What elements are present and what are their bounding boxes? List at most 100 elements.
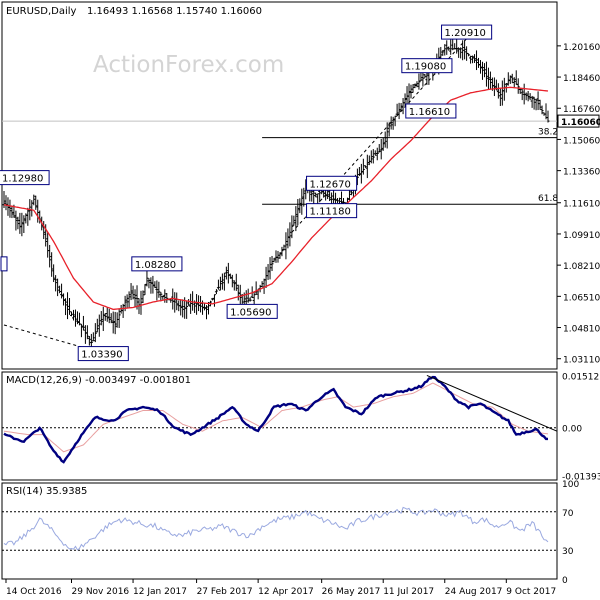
ohlc-bar [467,53,471,57]
ohlc-bar [163,289,167,303]
ohlc-bar [73,309,77,327]
ohlc-bar [411,84,415,93]
ohlc-bar [6,197,10,216]
ohlc-bar [212,294,216,307]
ohlc-bar [369,150,373,164]
symbol-label: EURUSD,Daily [6,6,77,17]
ohlc-bar [226,262,230,284]
fib-level-label: 38.2 [538,128,558,138]
ohlc-bar [296,198,300,226]
ohlc-bar [357,167,361,176]
ohlc-bar [475,50,479,71]
ohlc-bar [20,212,24,237]
ohlc-bar [486,67,490,90]
ohlc-bar [316,193,320,204]
ohlc-bar [131,285,135,300]
ohlc-bar [260,281,264,288]
time-axis-label: 24 Aug 2017 [445,587,503,597]
ohlc-bar [302,187,306,207]
ohlc-bar [181,299,185,318]
ohlc-bar [508,75,512,84]
price-annotation: 1.11180 [306,203,358,219]
ohlc-bar [135,285,139,310]
time-axis-label: 9 Oct 2017 [506,587,556,597]
ohlc-bar [385,122,389,149]
price-annotation: 1.08280 [131,256,183,272]
ohlc-bar [371,149,375,164]
ohlc-bar [375,147,379,161]
time-axis-label: 12 Jan 2017 [133,587,187,597]
ohlc-bar [336,198,340,204]
price-annotation: 1.12980 [0,170,50,186]
ohlc-bar [75,311,79,325]
ohlc-bar [439,46,443,59]
ohlc-bar [441,50,445,56]
ohlc-bar [214,289,218,295]
ohlc-bar [286,228,290,249]
ohlc-bar [510,73,514,84]
ohlc-bar [210,297,214,301]
ohlc-bar [528,93,532,101]
ohlc-bar [532,96,536,110]
ohlc-bar [288,222,292,247]
macd-trend-line [426,374,558,432]
ohlc-bar [101,306,105,332]
ohlc-bar [18,212,22,234]
ohlc-bar [534,98,538,111]
annotation-label: 1.08280 [135,260,176,271]
time-axis-label: 29 Nov 2016 [72,587,130,597]
ohlc-bar [205,305,209,320]
ohlc-bar [46,231,50,258]
ohlc-bar [238,284,242,305]
ohlc-bar [179,299,183,316]
annotation-box [131,256,183,272]
ohlc-bar [203,303,207,311]
rsi-axis-label: 0 [562,576,568,586]
price-plot-area: 38.2 61.8 1.20910 1.19080 1.16610 1.12670 1.11… [0,24,558,362]
ohlc-bar [87,336,91,346]
ohlc-bar [373,150,377,156]
ohlc-bar [99,311,103,326]
price-axis-label: 1.18460 [563,74,600,84]
ohlc-bar [397,102,401,120]
ohlc-values: 1.16493 1.16568 1.15740 1.16060 [87,6,262,17]
ohlc-bar [469,55,473,64]
ohlc-bar [415,81,419,88]
rsi-plot-area [2,506,557,551]
ohlc-bar [417,73,421,90]
price-panel-frame [1,1,558,370]
macd-line [3,375,548,464]
ohlc-bar [280,246,284,257]
ohlc-bar [218,276,222,291]
ohlc-bar [359,163,363,184]
time-axis-label: 26 May 2017 [322,587,381,597]
ohlc-bar [393,115,397,127]
ohlc-bar [524,92,528,101]
ohlc-bar [32,194,36,206]
fib-level-label: 61.8 [538,194,558,204]
rsi-axis-label: 70 [562,509,574,519]
ohlc-bar [236,284,240,301]
ohlc-bar [222,272,226,291]
price-annotation: 1.19080 [401,58,453,74]
annotation-label: 1.11180 [310,207,351,218]
watermark: ActionForex.com [93,52,284,78]
rsi-line [3,506,549,551]
price-annotation: 1.12670 [306,175,358,191]
price-annotation: 1.16610 [405,103,457,119]
ohlc-bar [187,299,191,306]
ohlc-bar [488,71,492,90]
annotation-box [0,170,50,186]
ohlc-bar [14,210,18,231]
ohlc-bar [482,63,486,78]
ohlc-bar [290,215,294,239]
ohlc-bar [8,199,12,218]
ohlc-bar [294,206,298,232]
ohlc-bar [139,290,143,315]
ohlc-bar [473,54,477,63]
ohlc-bar [109,313,113,324]
ohlc-bar [77,312,81,326]
ohlc-bar [266,264,270,280]
ohlc-bar [496,83,500,99]
price-annotation: 1.20910 [441,24,493,40]
